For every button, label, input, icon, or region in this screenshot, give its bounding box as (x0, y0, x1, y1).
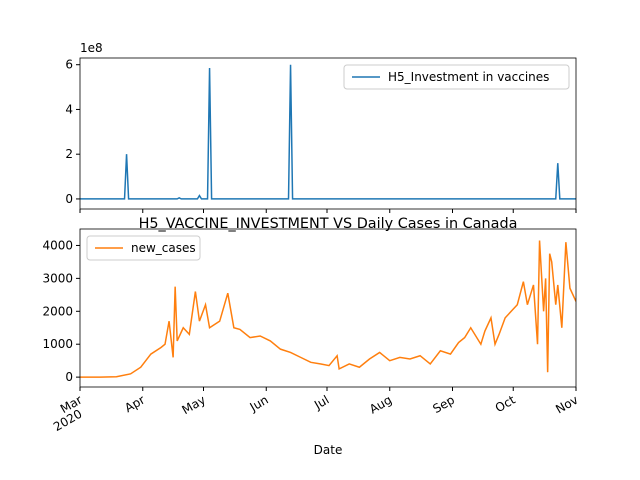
x-tick-label: Jul (311, 393, 331, 413)
y-offset-label: 1e8 (80, 41, 103, 55)
y-tick-label: 1000 (42, 337, 73, 351)
axes-title: H5_VACCINE_INVESTMENT VS Daily Cases in … (139, 216, 518, 232)
plot-area (80, 64, 576, 200)
legend-box (343, 64, 570, 90)
x-tick-label: Apr (122, 393, 147, 416)
axes-frame (79, 57, 577, 210)
x-tick-label: Sep (430, 393, 457, 416)
y-tick-label: 4 (65, 102, 73, 116)
legend-label: new_cases (131, 241, 196, 255)
x-axis-label: Date (314, 443, 343, 457)
y-tick-label: 4000 (42, 238, 73, 252)
x-tick-label: Nov (553, 393, 580, 417)
y-tick-label: 2000 (42, 304, 73, 318)
x-tick-label: Jun (247, 393, 271, 415)
legend-box (86, 235, 201, 261)
y-tick-label: 2 (65, 147, 73, 161)
data-line (80, 240, 576, 378)
x-tick-label: May (180, 393, 208, 418)
x-tick-label: Oct (493, 393, 518, 416)
axes-frame (79, 228, 577, 388)
data-line (80, 64, 576, 200)
legend-label: H5_Investment in vaccines (388, 70, 549, 84)
y-tick-label: 0 (65, 192, 73, 206)
y-tick-label: 3000 (42, 271, 73, 285)
y-tick-label: 0 (65, 370, 73, 384)
plot-area (80, 240, 576, 378)
x-tick-label: Aug (367, 393, 394, 417)
y-tick-label: 6 (65, 58, 73, 72)
